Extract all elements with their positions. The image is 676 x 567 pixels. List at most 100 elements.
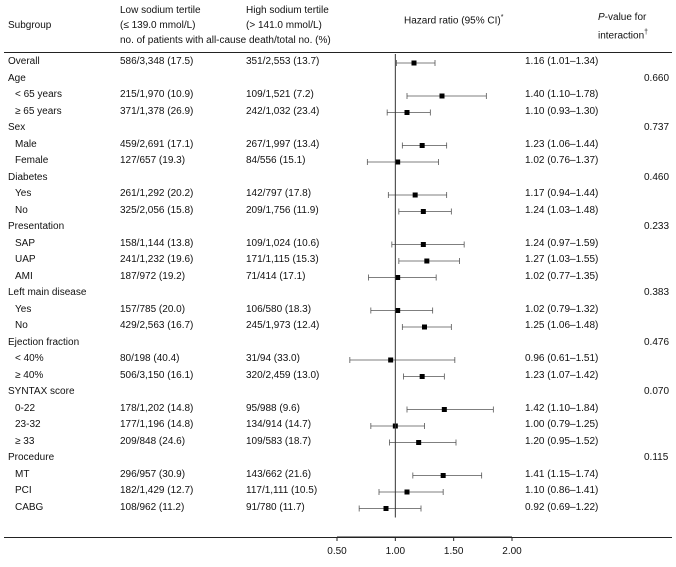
hazard-ratio-marker <box>411 60 417 66</box>
subgroup-label: Yes <box>15 188 32 199</box>
subgroup-heading: Age <box>8 72 26 84</box>
hazard-ratio-text: 1.16 (1.01–1.34) <box>525 56 599 67</box>
high-tertile-count: 109/1,024 (10.6) <box>246 237 320 249</box>
hazard-ratio-marker <box>424 258 430 264</box>
subgroup-label: ≥ 40% <box>15 369 44 381</box>
low-tertile-count: 506/3,150 (16.1) <box>120 369 194 381</box>
low-tertile-count: 459/2,691 (17.1) <box>120 138 194 150</box>
subgroup-heading: Ejection fraction <box>8 336 80 348</box>
subgroup-label: ≥ 33 <box>15 435 35 447</box>
high-tertile-count: 71/414 (17.1) <box>246 270 306 282</box>
p-interaction-value: 0.460 <box>644 171 670 183</box>
subgroup-heading: Presentation <box>8 221 65 232</box>
low-tertile-count: 187/972 (19.2) <box>120 270 186 282</box>
header-subgroup: Subgroup <box>8 18 51 33</box>
p-interaction-value: 0.660 <box>644 72 670 84</box>
high-tertile-count: 242/1,032 (23.4) <box>246 105 320 117</box>
header-p-italic: P <box>598 12 605 23</box>
low-tertile-count: 296/957 (30.9) <box>120 468 186 480</box>
low-tertile-count: 429/2,563 (16.7) <box>120 320 194 331</box>
low-tertile-count: 209/848 (24.6) <box>120 435 186 447</box>
hazard-ratio-text: 1.17 (0.94–1.44) <box>525 188 599 199</box>
hazard-ratio-text: 1.25 (1.06–1.48) <box>525 320 599 331</box>
header-p-value: P-value for interaction† <box>598 10 648 43</box>
subgroup-heading: Sex <box>8 122 26 133</box>
header-high-tertile: High sodium tertile (> 141.0 mmol/L) <box>246 3 329 33</box>
hazard-ratio-text: 1.10 (0.86–1.41) <box>525 485 599 496</box>
subgroup-label: SAP <box>15 237 36 249</box>
header-hr-title: Hazard ratio (95% CI) <box>404 15 501 27</box>
header-low-tertile: Low sodium tertile (≤ 139.0 mmol/L) <box>120 3 201 33</box>
subgroup-heading: Procedure <box>8 452 55 463</box>
hazard-ratio-text: 0.96 (0.61–1.51) <box>525 353 599 364</box>
high-tertile-count: 142/797 (17.8) <box>246 188 312 199</box>
p-interaction-value: 0.383 <box>644 287 670 298</box>
p-interaction-value: 0.070 <box>644 386 670 397</box>
subgroup-label: < 40% <box>15 353 44 364</box>
subgroup-label: Overall <box>8 56 40 67</box>
hazard-ratio-marker <box>404 489 410 495</box>
header-hr-title-mark: * <box>500 14 504 21</box>
hazard-ratio-text: 1.27 (1.03–1.55) <box>525 254 599 265</box>
header-high-line1: High sodium tertile <box>246 5 329 16</box>
low-tertile-count: 157/785 (20.0) <box>120 303 186 315</box>
subgroup-label: ≥ 65 years <box>15 105 62 117</box>
high-tertile-count: 171/1,115 (15.3) <box>246 254 319 265</box>
header-subgroup-label: Subgroup <box>8 20 52 31</box>
hazard-ratio-text: 1.00 (0.79–1.25) <box>525 419 599 430</box>
high-tertile-count: 320/2,459 (13.0) <box>246 369 320 381</box>
hazard-ratio-marker <box>422 324 427 330</box>
high-tertile-count: 209/1,756 (11.9) <box>246 204 319 216</box>
hazard-ratio-marker <box>420 242 426 247</box>
header-low-line1: Low sodium tertile <box>120 5 201 16</box>
hazard-ratio-marker <box>395 275 401 280</box>
subgroup-label: < 65 years <box>15 89 62 100</box>
hazard-ratio-text: 1.24 (1.03–1.48) <box>525 204 599 216</box>
high-tertile-count: 109/583 (18.7) <box>246 435 312 447</box>
subgroup-label: No <box>15 204 28 216</box>
high-tertile-count: 117/1,111 (10.5) <box>246 485 318 496</box>
low-tertile-count: 325/2,056 (15.8) <box>120 204 194 216</box>
header-low-line2: (≤ 139.0 mmol/L) <box>120 20 196 31</box>
p-interaction-value: 0.115 <box>644 452 669 463</box>
hazard-ratio-text: 1.20 (0.95–1.52) <box>525 435 599 447</box>
hazard-ratio-marker <box>440 473 446 478</box>
high-tertile-count: 106/580 (18.3) <box>246 303 312 315</box>
low-tertile-count: 182/1,429 (12.7) <box>120 485 194 496</box>
high-tertile-count: 109/1,521 (7.2) <box>246 89 314 100</box>
low-tertile-count: 371/1,378 (26.9) <box>120 105 194 117</box>
subgroup-label: Yes <box>15 303 32 315</box>
subgroup-label: 0-22 <box>15 402 36 414</box>
subgroup-label: 23-32 <box>15 419 41 430</box>
low-tertile-count: 177/1,196 (14.8) <box>120 419 194 430</box>
subgroup-heading: SYNTAX score <box>8 386 75 397</box>
p-interaction-value: 0.737 <box>644 122 670 133</box>
header-p-line2: interaction <box>598 30 645 42</box>
hazard-ratio-marker <box>441 407 447 412</box>
hazard-ratio-text: 1.02 (0.79–1.32) <box>525 303 599 315</box>
hazard-ratio-marker <box>419 374 425 379</box>
subgroup-label: CABG <box>15 501 44 513</box>
header-rule <box>4 52 672 53</box>
hazard-ratio-text: 0.92 (0.69–1.22) <box>525 501 599 513</box>
header-hazard-ratio: Hazard ratio (95% CI)* <box>404 10 503 28</box>
hazard-ratio-marker <box>383 506 389 511</box>
subgroup-label: UAP <box>15 254 36 265</box>
low-tertile-count: 586/3,348 (17.5) <box>120 56 194 67</box>
high-tertile-count: 31/94 (33.0) <box>246 353 300 364</box>
hazard-ratio-marker <box>420 209 426 214</box>
hazard-ratio-text: 1.02 (0.76–1.37) <box>525 155 599 166</box>
low-tertile-count: 80/198 (40.4) <box>120 353 180 364</box>
x-axis-tick-label: 2.00 <box>502 546 522 557</box>
subgroup-label: Female <box>15 155 49 166</box>
hazard-ratio-marker <box>404 110 410 115</box>
hazard-ratio-marker <box>412 192 418 198</box>
hazard-ratio-text: 1.24 (0.97–1.59) <box>525 237 599 249</box>
hazard-ratio-marker <box>419 143 425 148</box>
low-tertile-count: 241/1,232 (19.6) <box>120 254 194 265</box>
high-tertile-count: 267/1,997 (13.4) <box>246 138 320 150</box>
header-counts-caption: no. of patients with all-cause death/tot… <box>120 33 331 48</box>
high-tertile-count: 245/1,973 (12.4) <box>246 320 320 331</box>
hazard-ratio-text: 1.42 (1.10–1.84) <box>525 402 599 414</box>
